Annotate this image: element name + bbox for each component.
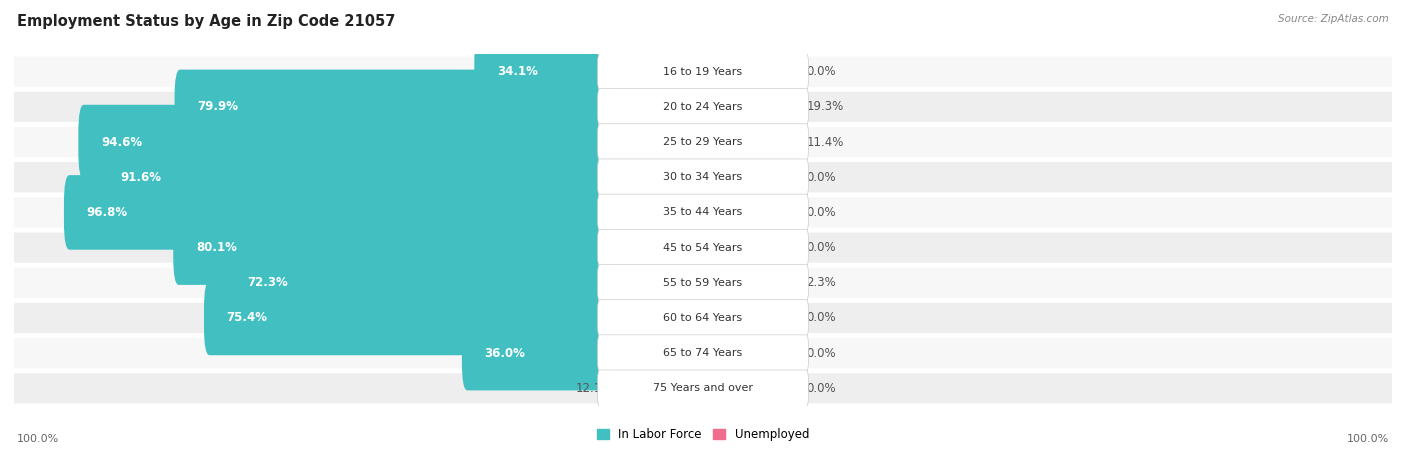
FancyBboxPatch shape [463, 316, 709, 391]
Text: 55 to 59 Years: 55 to 59 Years [664, 278, 742, 288]
Text: 0.0%: 0.0% [807, 206, 837, 219]
Text: 30 to 34 Years: 30 to 34 Years [664, 172, 742, 182]
FancyBboxPatch shape [98, 140, 709, 215]
Text: 45 to 54 Years: 45 to 54 Years [664, 243, 742, 253]
Text: 72.3%: 72.3% [247, 276, 288, 289]
Text: 80.1%: 80.1% [195, 241, 236, 254]
Text: 12.1%: 12.1% [576, 382, 613, 395]
FancyBboxPatch shape [63, 175, 709, 250]
Text: 0.0%: 0.0% [807, 312, 837, 324]
FancyBboxPatch shape [697, 140, 799, 215]
Text: 20 to 24 Years: 20 to 24 Years [664, 102, 742, 112]
FancyBboxPatch shape [598, 299, 808, 336]
Text: 36.0%: 36.0% [485, 347, 526, 359]
Text: 0.0%: 0.0% [807, 241, 837, 254]
FancyBboxPatch shape [225, 245, 709, 320]
FancyBboxPatch shape [598, 335, 808, 372]
Text: 100.0%: 100.0% [1347, 434, 1389, 444]
Text: 35 to 44 Years: 35 to 44 Years [664, 207, 742, 217]
FancyBboxPatch shape [598, 264, 808, 301]
Text: 0.0%: 0.0% [807, 382, 837, 395]
Text: 11.4%: 11.4% [807, 136, 844, 148]
FancyBboxPatch shape [697, 351, 799, 426]
FancyBboxPatch shape [474, 34, 709, 109]
Text: 0.0%: 0.0% [807, 347, 837, 359]
Text: 2.3%: 2.3% [807, 276, 837, 289]
FancyBboxPatch shape [173, 210, 709, 285]
Text: 96.8%: 96.8% [87, 206, 128, 219]
FancyBboxPatch shape [174, 69, 709, 144]
FancyBboxPatch shape [598, 370, 808, 407]
FancyBboxPatch shape [697, 281, 799, 355]
FancyBboxPatch shape [14, 338, 1392, 368]
Text: Employment Status by Age in Zip Code 21057: Employment Status by Age in Zip Code 210… [17, 14, 395, 28]
Text: 60 to 64 Years: 60 to 64 Years [664, 313, 742, 323]
Text: 79.9%: 79.9% [197, 101, 238, 113]
FancyBboxPatch shape [697, 105, 799, 179]
Text: 34.1%: 34.1% [498, 65, 538, 78]
FancyBboxPatch shape [619, 351, 709, 426]
FancyBboxPatch shape [14, 373, 1392, 404]
Text: 94.6%: 94.6% [101, 136, 142, 148]
Text: 25 to 29 Years: 25 to 29 Years [664, 137, 742, 147]
FancyBboxPatch shape [697, 175, 799, 250]
Text: Source: ZipAtlas.com: Source: ZipAtlas.com [1278, 14, 1389, 23]
Text: 19.3%: 19.3% [807, 101, 844, 113]
Text: 75 Years and over: 75 Years and over [652, 383, 754, 393]
FancyBboxPatch shape [697, 245, 799, 320]
FancyBboxPatch shape [598, 124, 808, 161]
FancyBboxPatch shape [14, 267, 1392, 298]
Legend: In Labor Force, Unemployed: In Labor Force, Unemployed [592, 423, 814, 446]
Text: 100.0%: 100.0% [17, 434, 59, 444]
FancyBboxPatch shape [14, 127, 1392, 157]
Text: 91.6%: 91.6% [121, 171, 162, 184]
Text: 75.4%: 75.4% [226, 312, 267, 324]
FancyBboxPatch shape [14, 232, 1392, 263]
FancyBboxPatch shape [14, 197, 1392, 228]
FancyBboxPatch shape [598, 194, 808, 231]
FancyBboxPatch shape [697, 69, 799, 144]
Text: 0.0%: 0.0% [807, 171, 837, 184]
FancyBboxPatch shape [697, 316, 799, 391]
Text: 0.0%: 0.0% [807, 65, 837, 78]
FancyBboxPatch shape [14, 92, 1392, 122]
FancyBboxPatch shape [697, 34, 799, 109]
FancyBboxPatch shape [79, 105, 709, 179]
FancyBboxPatch shape [598, 53, 808, 90]
FancyBboxPatch shape [598, 88, 808, 125]
FancyBboxPatch shape [697, 210, 799, 285]
FancyBboxPatch shape [14, 303, 1392, 333]
Text: 65 to 74 Years: 65 to 74 Years [664, 348, 742, 358]
FancyBboxPatch shape [204, 281, 709, 355]
Text: 16 to 19 Years: 16 to 19 Years [664, 67, 742, 77]
FancyBboxPatch shape [598, 229, 808, 266]
FancyBboxPatch shape [14, 162, 1392, 193]
FancyBboxPatch shape [14, 56, 1392, 87]
FancyBboxPatch shape [598, 159, 808, 196]
